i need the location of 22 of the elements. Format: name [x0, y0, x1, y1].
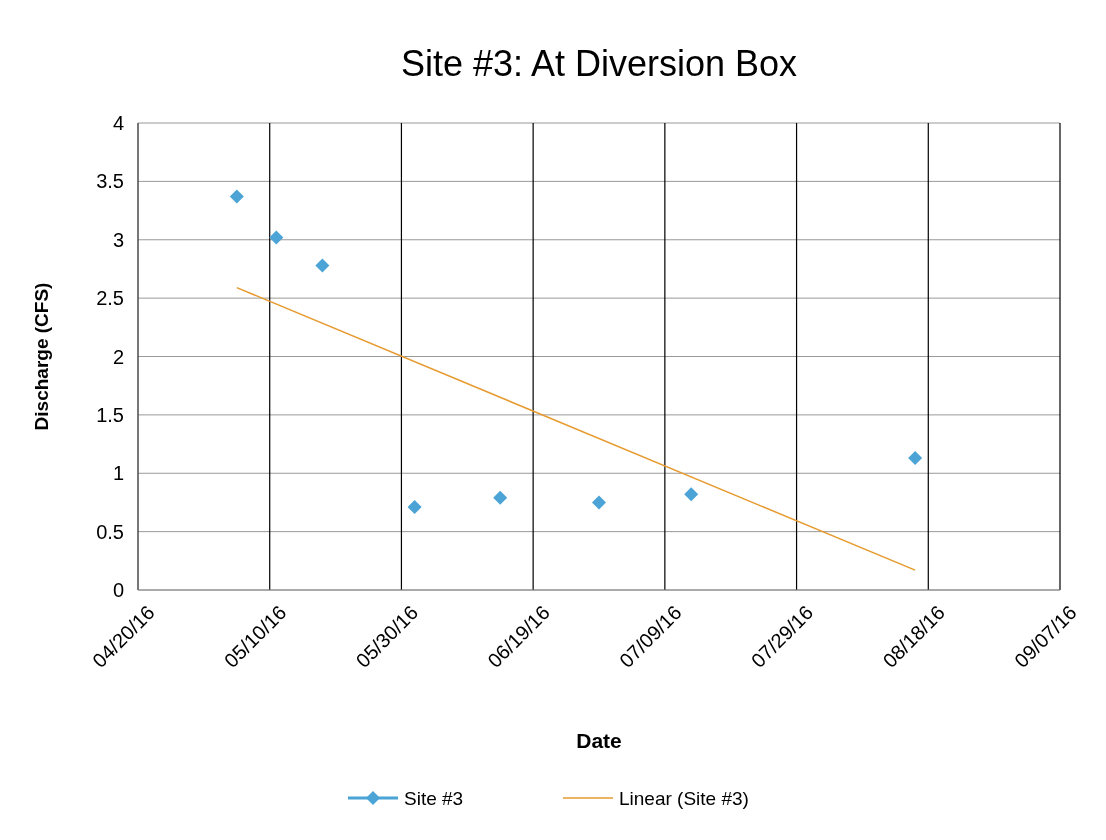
y-tick-label: 0.5: [96, 520, 124, 543]
point: [269, 230, 284, 245]
point: [684, 487, 699, 502]
y-tick-label: 1.5: [96, 403, 124, 426]
y-tick-label: 2.5: [96, 287, 124, 310]
y-tick-label: 2: [112, 345, 124, 368]
point: [493, 490, 508, 505]
point: [229, 189, 244, 204]
y-tick-label: 3.5: [96, 170, 124, 193]
chart-title: Site #3: At Diversion Box: [400, 43, 798, 84]
y-tick-label: 4: [112, 112, 124, 134]
point: [315, 258, 330, 273]
legend-label: Linear (Site #3): [619, 787, 749, 809]
y-tick-label: 0: [112, 579, 124, 601]
legend-label: Site #3: [404, 787, 464, 809]
point: [592, 495, 606, 510]
y-tick-label: 1: [112, 462, 124, 485]
x-axis-title: Date: [576, 729, 622, 752]
y-tick-label: 3: [112, 228, 124, 251]
y-axis-title: Discharge (CFS): [31, 282, 52, 431]
point: [407, 500, 422, 515]
point: [908, 451, 923, 466]
